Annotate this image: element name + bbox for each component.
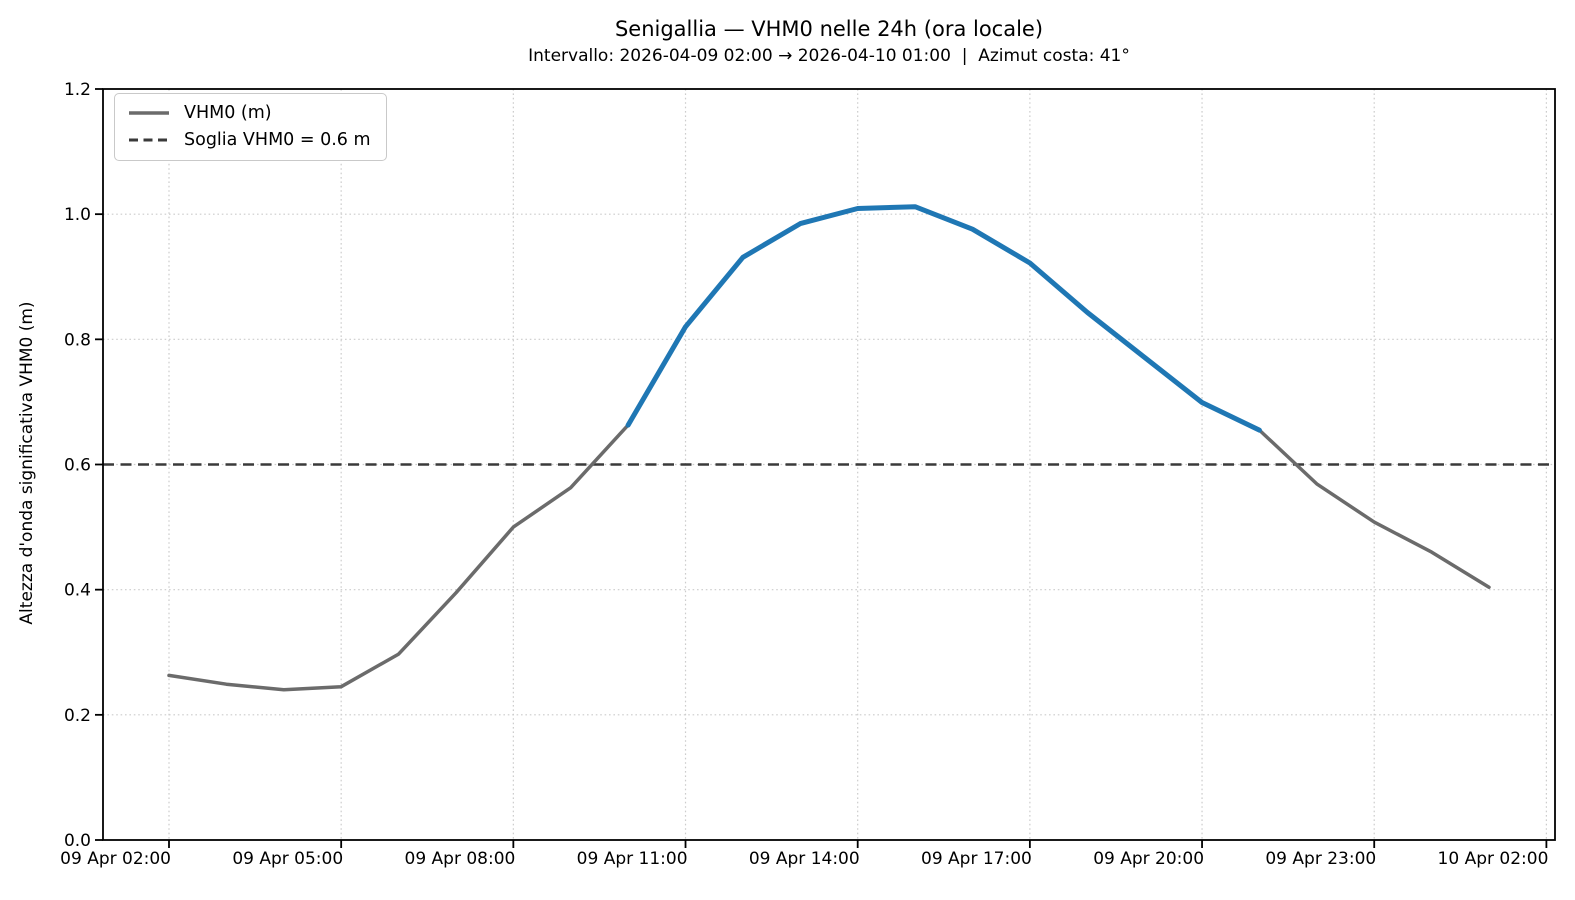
legend: VHM0 (m) Soglia VHM0 = 0.6 m	[114, 93, 387, 161]
legend-item-label: Soglia VHM0 = 0.6 m	[184, 130, 371, 150]
x-tick-label: 09 Apr 20:00	[1093, 849, 1204, 869]
y-tick-label: 0.6	[64, 456, 91, 476]
x-tick-label: 09 Apr 11:00	[577, 849, 688, 869]
legend-item-threshold: Soglia VHM0 = 0.6 m	[127, 130, 371, 150]
x-tick-label: 09 Apr 05:00	[232, 849, 343, 869]
x-tick-label: 09 Apr 08:00	[405, 849, 516, 869]
x-tick-label: 09 Apr 23:00	[1265, 849, 1376, 869]
legend-line-sample-dashed	[129, 138, 169, 142]
chart-title: Senigallia — VHM0 nelle 24h (ora locale)	[614, 17, 1044, 41]
legend-item-vhm0: VHM0 (m)	[127, 103, 371, 123]
x-tick-label: 10 Apr 02:00	[1438, 849, 1549, 869]
y-tick-label: 0.8	[64, 330, 91, 350]
y-tick-label: 1.2	[64, 80, 91, 100]
vhm0-line-above-threshold	[625, 204, 1262, 433]
legend-line-sample-solid	[129, 111, 169, 115]
x-tick-label: 09 Apr 14:00	[749, 849, 860, 869]
vhm0-line	[167, 204, 1491, 692]
y-tick-label: 0.2	[64, 706, 91, 726]
x-tick-label: 09 Apr 02:00	[60, 849, 171, 869]
x-tick-label: 09 Apr 17:00	[921, 849, 1032, 869]
y-tick-label: 1.0	[64, 205, 91, 225]
chart-subtitle: Intervallo: 2026-04-09 02:00 → 2026-04-1…	[528, 46, 1130, 66]
legend-item-label: VHM0 (m)	[184, 103, 272, 123]
y-tick-label: 0.0	[64, 831, 91, 851]
y-tick-label: 0.4	[64, 581, 91, 601]
